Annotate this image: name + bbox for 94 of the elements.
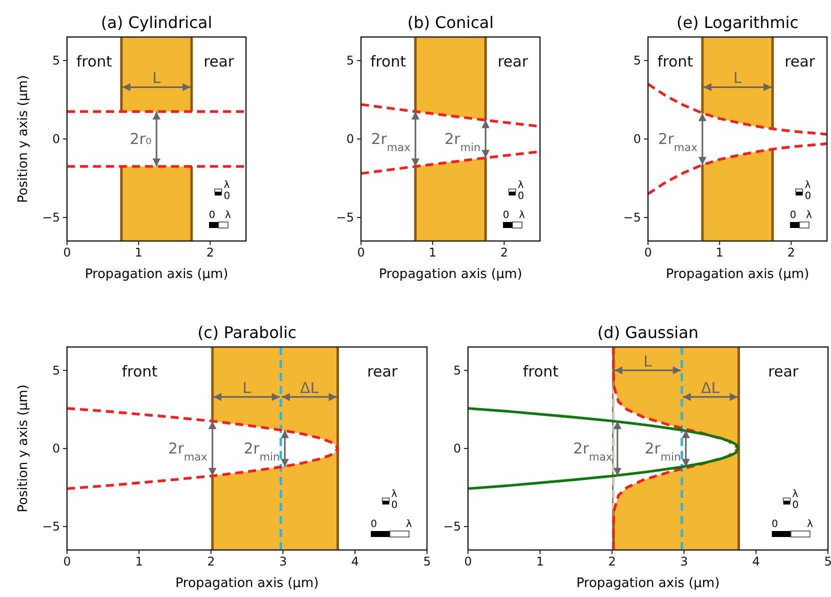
- annotation: 0: [224, 191, 230, 202]
- x-tick-label: 0: [644, 246, 652, 260]
- y-tick-label: 0: [52, 132, 60, 146]
- annotation: 0: [208, 210, 216, 221]
- annotation: ΔL: [700, 378, 720, 397]
- annotation: L: [643, 352, 652, 370]
- annotation: 2r$_{min}$: [444, 130, 481, 154]
- y-tick-label: 5: [52, 363, 60, 378]
- annotation: rear: [768, 362, 800, 380]
- y-tick-label: −5: [42, 210, 60, 224]
- line-series: [361, 103, 540, 128]
- y-tick-label: 0: [346, 132, 354, 146]
- x-tick-label: 0: [63, 246, 71, 260]
- y-axis-title: Position y axis (µm): [16, 384, 31, 512]
- annotation: rear: [367, 362, 398, 380]
- annotation: L: [242, 378, 252, 397]
- x-tick-label: 2: [787, 246, 796, 260]
- x-axis-title: Propagation axis (µm): [666, 267, 810, 282]
- y-tick-label: 5: [633, 53, 641, 68]
- x-tick-label: 1: [134, 246, 142, 260]
- x-tick-label: 0: [357, 246, 365, 260]
- x-tick-label: 2: [608, 554, 616, 569]
- y-tick-label: −5: [443, 519, 461, 534]
- annotation: rear: [204, 52, 235, 71]
- x-tick-label: 1: [716, 246, 724, 260]
- annotation: ΔL: [300, 378, 320, 397]
- annotation: rear: [784, 52, 816, 71]
- x-axis-title: Propagation axis (µm): [378, 267, 522, 282]
- x-tick-label: 0: [464, 554, 472, 569]
- annotation: λ: [807, 519, 814, 530]
- x-tick-label: 2: [500, 246, 508, 260]
- annotation: 0: [502, 210, 510, 221]
- x-tick-label: 1: [428, 246, 436, 260]
- x-tick-label: 5: [423, 554, 431, 569]
- x-tick-label: 4: [752, 554, 760, 569]
- x-tick-label: 2: [206, 246, 214, 260]
- annotation: 0: [772, 519, 778, 530]
- annotation: 2r₀: [130, 130, 152, 148]
- annotation: 2r$_{max}$: [168, 440, 208, 463]
- annotation: front: [522, 362, 559, 380]
- y-tick-label: −5: [336, 210, 354, 224]
- annotation: front: [76, 52, 112, 71]
- annotation: 2r$_{max}$: [658, 130, 698, 154]
- annotation: λ: [225, 210, 232, 221]
- annotation: λ: [224, 180, 230, 191]
- y-tick-label: 0: [633, 132, 641, 146]
- annotation: rear: [498, 52, 529, 71]
- annotation: 0: [370, 519, 378, 530]
- chart-title: (d) Gaussian: [597, 323, 699, 342]
- x-axis-title: Propagation axis (µm): [84, 267, 228, 282]
- annotation: λ: [792, 489, 798, 500]
- annotation: front: [122, 362, 158, 380]
- annotation: 2r$_{max}$: [371, 130, 412, 154]
- annotation: L: [152, 69, 162, 88]
- annotation: λ: [804, 180, 811, 191]
- x-tick-label: 1: [536, 554, 544, 569]
- annotation: 0: [792, 500, 799, 511]
- annotation: front: [657, 52, 694, 71]
- line-series: [361, 150, 540, 175]
- x-axis-title: Propagation axis (µm): [175, 576, 319, 591]
- annotation: 0: [518, 191, 524, 202]
- annotation: 0: [391, 500, 398, 511]
- annotation: 2r$_{min}$: [644, 440, 681, 463]
- annotation: L: [733, 69, 742, 88]
- chart-title: (c) Parabolic: [197, 323, 297, 342]
- x-tick-label: 4: [351, 554, 359, 569]
- y-tick-label: −5: [623, 210, 641, 224]
- annotation: λ: [519, 210, 526, 221]
- y-tick-label: −5: [42, 519, 60, 534]
- x-tick-label: 2: [207, 554, 215, 569]
- x-tick-label: 5: [824, 554, 831, 569]
- y-tick-label: 0: [52, 441, 60, 456]
- x-tick-label: 1: [135, 554, 143, 569]
- x-tick-label: 3: [279, 554, 287, 569]
- chart-title: (e) Logarithmic: [676, 13, 799, 32]
- annotation: 2r$_{min}$: [244, 440, 280, 463]
- y-axis-title: Position y axis (µm): [16, 75, 31, 203]
- x-tick-label: 3: [680, 554, 688, 569]
- annotation: 0: [804, 191, 812, 202]
- y-tick-label: 5: [346, 53, 354, 68]
- y-tick-label: 5: [453, 363, 461, 378]
- x-tick-label: 0: [63, 554, 71, 569]
- y-tick-label: 5: [52, 53, 60, 68]
- y-tick-label: 0: [453, 441, 461, 456]
- chart-title: (b) Conical: [407, 13, 494, 32]
- annotation: front: [370, 52, 406, 71]
- x-axis-title: Propagation axis (µm): [576, 576, 720, 591]
- annotation: λ: [391, 489, 398, 500]
- annotation: λ: [518, 180, 524, 191]
- annotation: λ: [806, 210, 812, 221]
- annotation: λ: [406, 519, 412, 530]
- annotation: 2r$_{max}$: [573, 440, 614, 463]
- chart-title: (a) Cylindrical: [100, 13, 212, 32]
- annotation: 0: [790, 210, 796, 221]
